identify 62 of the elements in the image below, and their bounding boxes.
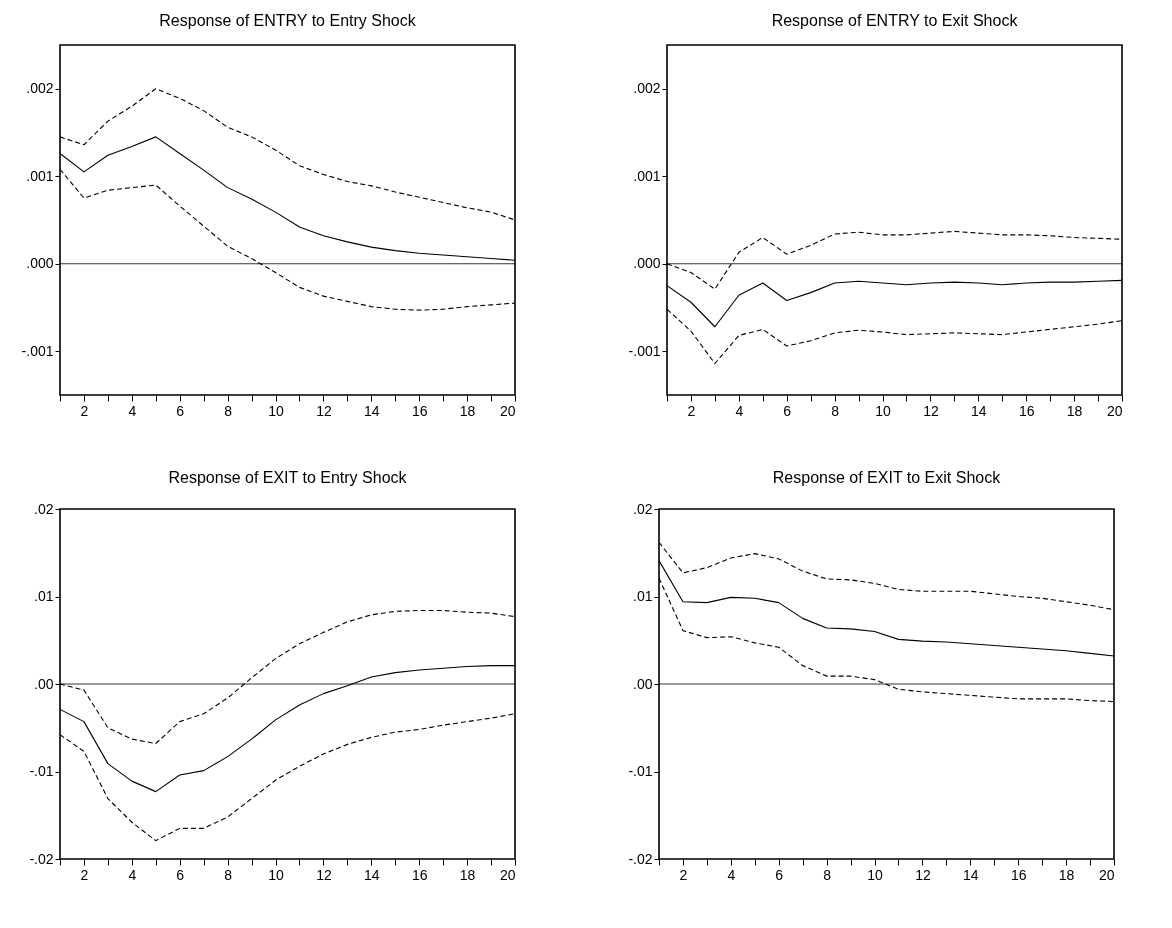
y-tick-label: .00 [34,675,54,692]
y-tick-label: -.02 [29,850,54,867]
y-tick-label: -.01 [628,763,653,779]
x-tick-label: 8 [224,402,233,419]
chart-title: Response of ENTRY to Exit Shock [771,12,1019,29]
y-tick-label: .000 [633,255,661,272]
x-tick-label: 20 [499,402,516,419]
x-tick-label: 14 [971,402,987,419]
y-tick-label: .001 [633,167,661,184]
y-tick-label: .000 [26,255,54,272]
x-tick-label: 12 [316,402,332,419]
x-tick-label: 20 [499,866,516,883]
x-tick-label: 8 [224,866,233,883]
x-tick-label: 18 [1058,866,1075,883]
y-tick-label: -.02 [628,850,653,867]
x-tick-label: 2 [80,866,89,883]
x-tick-label: 18 [1066,402,1083,419]
x-tick-label: 4 [735,402,744,419]
x-tick-label: 2 [679,866,688,883]
x-tick-label: 2 [687,402,696,419]
x-tick-label: 2 [80,402,89,419]
x-tick-label: 12 [316,866,332,883]
y-tick-label: .02 [633,500,653,517]
chart-title: Response of EXIT to Entry Shock [168,469,408,486]
x-tick-label: 10 [268,402,285,419]
y-tick-label: .01 [34,588,54,604]
x-tick-label: 4 [727,866,736,883]
y-tick-label: -.001 [21,342,54,359]
x-tick-label: 6 [176,866,185,883]
x-tick-label: 8 [823,866,832,883]
x-tick-label: 4 [128,402,137,419]
y-tick-label: -.01 [29,763,54,779]
x-tick-label: 16 [411,402,428,419]
chart-title: Response of ENTRY to Entry Shock [159,12,417,29]
y-tick-label: .002 [26,80,54,97]
x-tick-label: 18 [459,402,476,419]
x-tick-label: 12 [923,402,939,419]
x-tick-label: 14 [963,866,979,883]
y-tick-label: .01 [633,588,653,604]
x-tick-label: 16 [1010,866,1027,883]
x-tick-label: 20 [1098,866,1115,883]
x-tick-label: 10 [867,866,884,883]
x-tick-label: 20 [1106,402,1123,419]
x-tick-label: 6 [775,866,784,883]
y-tick-label: .02 [34,500,54,517]
x-tick-label: 12 [915,866,931,883]
x-tick-label: 14 [364,402,380,419]
y-tick-label: .001 [26,167,54,184]
x-tick-label: 16 [1018,402,1035,419]
x-tick-label: 6 [783,402,792,419]
x-tick-label: 4 [128,866,137,883]
x-tick-label: 8 [831,402,840,419]
x-tick-label: 6 [176,402,185,419]
x-tick-label: 14 [364,866,380,883]
chart-title: Response of EXIT to Exit Shock [772,469,1002,486]
y-tick-label: -.001 [628,342,661,359]
x-tick-label: 10 [268,866,285,883]
x-tick-label: 10 [875,402,892,419]
x-tick-label: 16 [411,866,428,883]
y-tick-label: .00 [633,675,653,692]
y-tick-label: .002 [633,80,661,97]
x-tick-label: 18 [459,866,476,883]
